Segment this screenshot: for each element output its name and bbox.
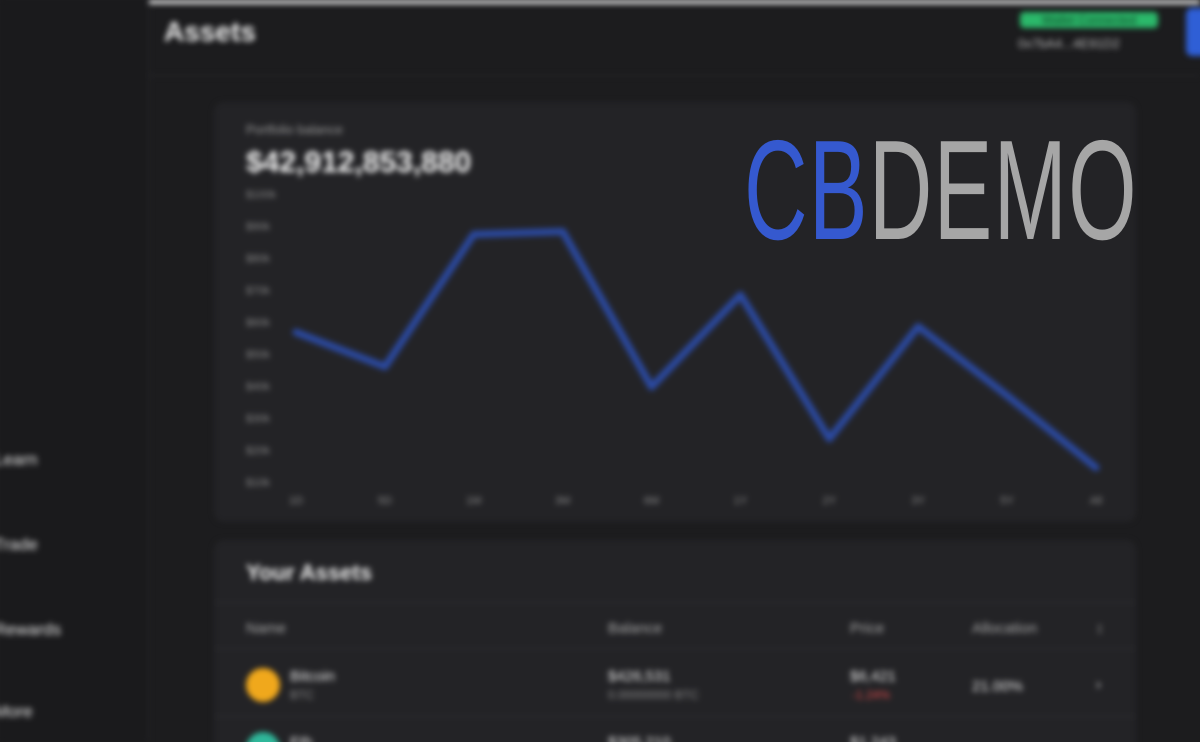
y-tick-label: $30k bbox=[246, 413, 270, 425]
divider bbox=[214, 716, 1136, 717]
data-point[interactable] bbox=[915, 323, 922, 330]
balance-label: Portfolio balance bbox=[246, 122, 343, 137]
sort-icon[interactable]: ↕ bbox=[1096, 620, 1104, 637]
data-point[interactable] bbox=[381, 363, 388, 370]
y-tick-label: $50k bbox=[246, 349, 270, 361]
x-tick-label[interactable]: All bbox=[1090, 495, 1102, 507]
x-tick-label[interactable]: 2Y bbox=[823, 495, 837, 507]
assets-title: Your Assets bbox=[246, 560, 372, 585]
asset-price: $6,421 bbox=[850, 668, 896, 685]
column-header-price[interactable]: Price bbox=[850, 620, 885, 637]
x-tick-label[interactable]: 5D bbox=[378, 495, 392, 507]
x-tick-label[interactable]: 5Y bbox=[1000, 495, 1014, 507]
sidebar-item-more[interactable]: More bbox=[0, 702, 33, 721]
data-point[interactable] bbox=[1093, 464, 1099, 471]
divider bbox=[214, 602, 1136, 603]
status-badge: Wallet Connected bbox=[1020, 12, 1158, 28]
asset-balance: $426,531 bbox=[608, 668, 671, 685]
asset-name: Eth bbox=[290, 734, 313, 742]
chevron-right-icon[interactable]: › bbox=[1096, 676, 1101, 693]
data-point[interactable] bbox=[737, 291, 744, 298]
y-tick-label: $70k bbox=[246, 285, 270, 297]
data-point[interactable] bbox=[648, 383, 655, 390]
x-tick-label[interactable]: 3M bbox=[555, 495, 570, 507]
column-header-allocation[interactable]: Allocation bbox=[972, 620, 1038, 637]
header: Assets Wallet Connected 0x7bA4...4E91D2 bbox=[148, 0, 1200, 76]
data-point[interactable] bbox=[559, 228, 566, 235]
column-header-balance[interactable]: Balance bbox=[608, 620, 663, 637]
divider bbox=[214, 648, 1136, 649]
y-tick-label: $60k bbox=[246, 317, 270, 329]
assets-card: Your Assets Name Balance Price Allocatio… bbox=[214, 540, 1136, 742]
data-point[interactable] bbox=[293, 329, 299, 336]
bitcoin-icon bbox=[246, 668, 280, 702]
x-tick-label[interactable]: 1D bbox=[289, 495, 303, 507]
x-tick-label[interactable]: 1M bbox=[466, 495, 481, 507]
wallet-address: 0x7bA4...4E91D2 bbox=[1018, 36, 1120, 51]
asset-price: $1,243 bbox=[850, 734, 896, 742]
asset-ticker: BTC bbox=[290, 688, 314, 702]
asset-name: Bitcoin bbox=[290, 668, 336, 685]
x-tick-label[interactable]: 3Y bbox=[911, 495, 925, 507]
ethereum-icon bbox=[246, 732, 280, 742]
column-header-name[interactable]: Name bbox=[246, 620, 287, 637]
y-tick-label: $100k bbox=[246, 189, 276, 201]
portfolio-series-line bbox=[292, 227, 1100, 472]
asset-change: -1.24% bbox=[852, 688, 891, 702]
top-strip bbox=[0, 0, 1200, 4]
y-tick-label: $40k bbox=[246, 381, 270, 393]
watermark-demo: DEMO bbox=[868, 111, 1138, 270]
sidebar: Learn Trade Rewards More bbox=[0, 0, 149, 742]
sidebar-item-rewards[interactable]: Rewards bbox=[0, 620, 62, 639]
data-point[interactable] bbox=[1004, 392, 1011, 399]
x-tick-label[interactable]: 1Y bbox=[734, 495, 748, 507]
watermark-cb: CB bbox=[744, 111, 869, 270]
page-title: Assets bbox=[164, 16, 256, 47]
asset-balance-sub: 0.00000000 BTC bbox=[608, 688, 699, 702]
data-point[interactable] bbox=[826, 435, 833, 442]
balance-value: $42,912,853,880 bbox=[246, 146, 472, 179]
data-point[interactable] bbox=[470, 231, 477, 238]
portfolio-card: Portfolio balance $42,912,853,880 $100k $… bbox=[214, 102, 1136, 522]
portfolio-chart: $100k $90k $80k $70k $60k $50k $40k $30k $20k $10… bbox=[246, 189, 1102, 507]
y-tick-label: $80k bbox=[246, 253, 270, 265]
y-tick-label: $10k bbox=[246, 477, 270, 489]
y-tick-label: $20k bbox=[246, 445, 270, 457]
sidebar-item-learn[interactable]: Learn bbox=[0, 450, 38, 469]
sidebar-item-trade[interactable]: Trade bbox=[0, 535, 38, 554]
asset-balance: $305,210 bbox=[608, 734, 671, 742]
y-tick-label: $90k bbox=[246, 221, 270, 233]
cbdemo-watermark: CBDEMO bbox=[744, 120, 1138, 262]
header-action-button[interactable] bbox=[1186, 8, 1200, 56]
asset-allocation: 21.00% bbox=[972, 678, 1023, 695]
x-tick-label[interactable]: 6M bbox=[644, 495, 659, 507]
